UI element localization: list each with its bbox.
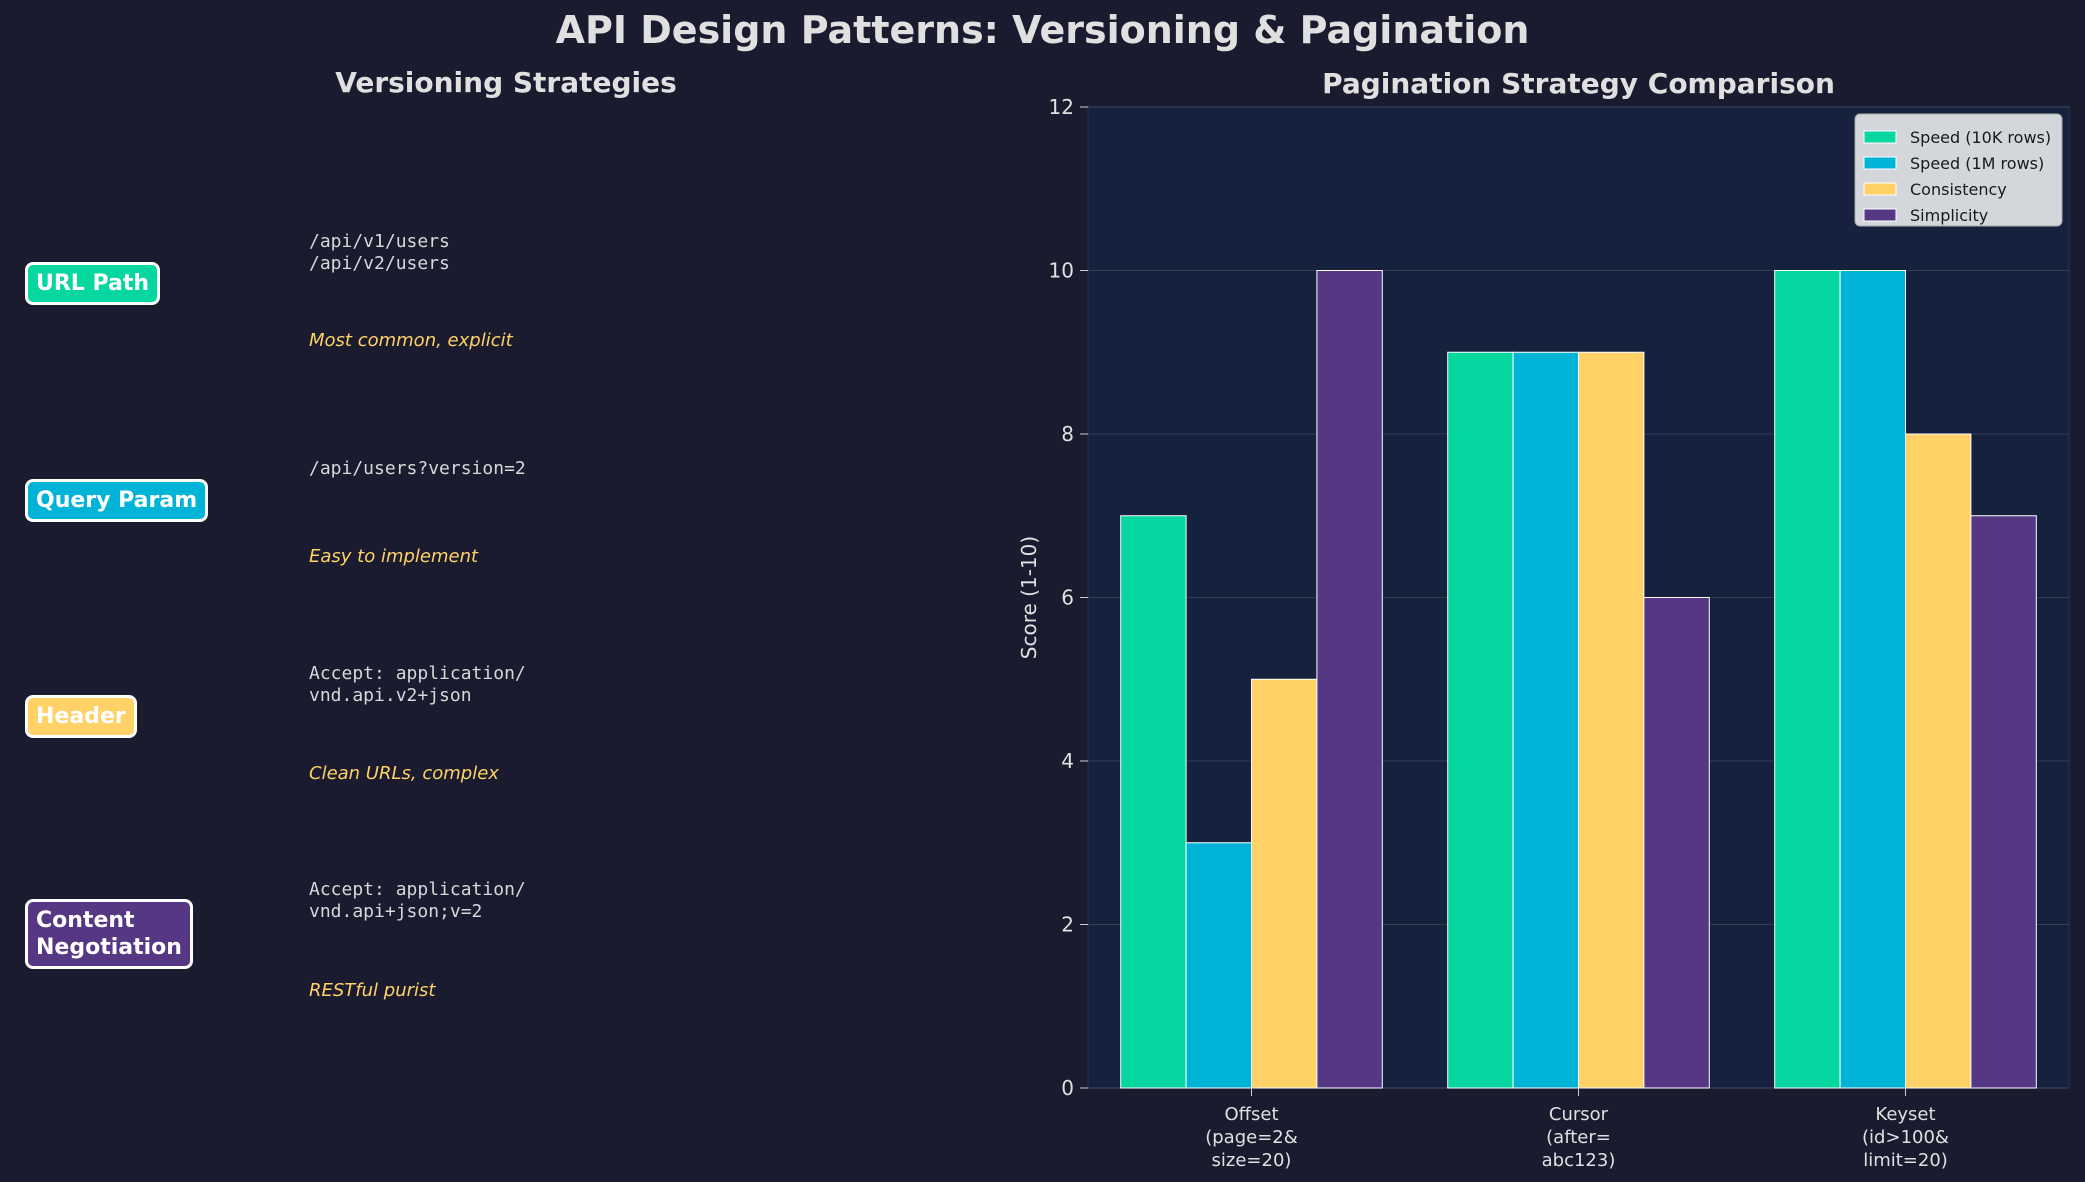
- x-tick-label: (after=: [1546, 1127, 1611, 1148]
- x-tick-label: size=20): [1212, 1150, 1292, 1171]
- legend-swatch-0: [1863, 130, 1897, 144]
- chart-title: Pagination Strategy Comparison: [1322, 67, 1835, 100]
- x-tick-label: Keyset: [1875, 1104, 1935, 1125]
- legend-label-0: Speed (10K rows): [1910, 128, 2051, 147]
- x-tick-label: Offset: [1224, 1104, 1278, 1125]
- versioning-title: Versioning Strategies: [335, 66, 677, 99]
- bar-2-1: [1578, 351, 1645, 1089]
- bar-3-0: [1316, 270, 1383, 1089]
- code-header: Accept: application/ vnd.api.v2+json: [309, 663, 526, 706]
- y-tick-label: 2: [1061, 913, 1074, 937]
- y-tick-label: 12: [1049, 95, 1074, 119]
- legend-swatch-2: [1863, 182, 1897, 196]
- legend-label-3: Simplicity: [1910, 206, 1988, 225]
- legend-label-1: Speed (1M rows): [1910, 154, 2044, 173]
- bar-2-0: [1251, 678, 1318, 1089]
- x-tick-label: Cursor: [1549, 1104, 1609, 1125]
- code-content-negotiation: Accept: application/ vnd.api+json;v=2: [309, 879, 526, 922]
- legend-swatch-3: [1863, 208, 1897, 222]
- bar-2-2: [1905, 433, 1972, 1089]
- y-tick-label: 0: [1061, 1076, 1074, 1100]
- x-tick-label: abc123): [1542, 1150, 1616, 1171]
- x-tick-label: limit=20): [1863, 1150, 1948, 1171]
- bar-0-1: [1447, 351, 1514, 1089]
- y-tick-label: 8: [1061, 422, 1074, 446]
- badge-content-negotiation: Content Negotiation: [25, 899, 193, 969]
- badge-header: Header: [25, 695, 137, 738]
- y-tick-label: 4: [1061, 749, 1074, 773]
- bar-1-0: [1185, 842, 1252, 1089]
- x-tick-label: (page=2&: [1205, 1127, 1298, 1148]
- desc-query-param: Easy to implement: [309, 546, 479, 567]
- bar-0-2: [1774, 270, 1841, 1089]
- bar-3-2: [1970, 515, 2037, 1089]
- x-tick-label: (id>100&: [1862, 1127, 1949, 1148]
- code-query-param: /api/users?version=2: [309, 458, 526, 479]
- badge-url-path: URL Path: [25, 262, 161, 305]
- y-tick-label: 10: [1049, 259, 1074, 283]
- legend-swatch-1: [1863, 156, 1897, 170]
- y-tick-label: 6: [1061, 586, 1074, 610]
- desc-content-negotiation: RESTful purist: [309, 980, 436, 1001]
- legend: [1854, 113, 2063, 227]
- bar-1-2: [1839, 270, 1906, 1089]
- bar-1-1: [1512, 351, 1579, 1089]
- code-url-path: /api/v1/users /api/v2/users: [309, 231, 450, 274]
- legend-label-2: Consistency: [1910, 180, 2007, 199]
- badge-query-param: Query Param: [25, 479, 209, 522]
- y-axis-label: Score (1-10): [1017, 536, 1041, 659]
- figure-title: API Design Patterns: Versioning & Pagina…: [555, 8, 1530, 52]
- desc-header: Clean URLs, complex: [309, 763, 499, 784]
- bar-0-0: [1120, 515, 1187, 1089]
- bar-3-1: [1643, 597, 1710, 1089]
- desc-url-path: Most common, explicit: [309, 330, 513, 351]
